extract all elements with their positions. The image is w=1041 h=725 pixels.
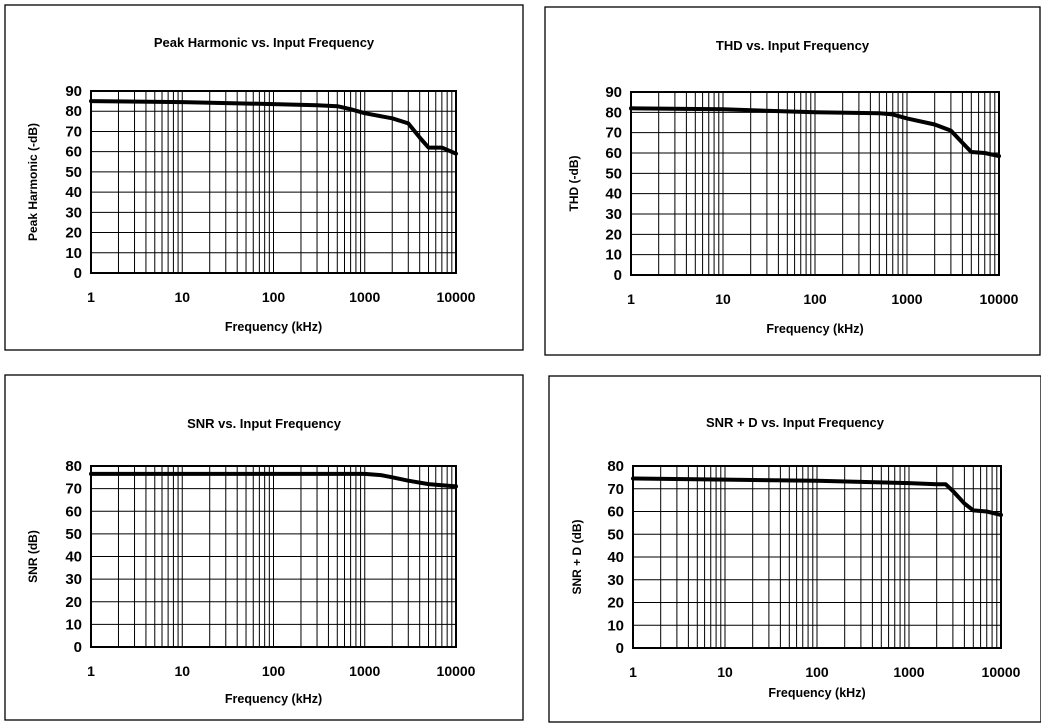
chart-title: THD vs. Input Frequency	[716, 38, 870, 53]
x-tick-label: 1	[629, 664, 637, 680]
x-tick-label: 1000	[893, 664, 924, 680]
y-tick-label: 0	[614, 267, 622, 284]
y-axis-label: SNR + D (dB)	[570, 519, 584, 594]
y-tick-label: 30	[65, 571, 82, 588]
x-tick-label: 1000	[891, 291, 922, 307]
x-axis-label: Frequency (kHz)	[225, 692, 322, 706]
x-tick-label: 10	[174, 289, 190, 305]
chart-title: Peak Harmonic vs. Input Frequency	[154, 35, 375, 50]
y-tick-label: 10	[65, 245, 82, 262]
y-tick-label: 70	[605, 125, 622, 142]
y-tick-label: 10	[65, 616, 82, 633]
y-tick-label: 80	[65, 103, 82, 120]
y-tick-label: 0	[616, 640, 624, 657]
x-tick-label: 1	[87, 663, 95, 679]
y-tick-label: 80	[65, 458, 82, 475]
y-tick-label: 60	[605, 145, 622, 162]
x-tick-label: 10000	[982, 664, 1021, 680]
x-tick-label: 100	[262, 663, 286, 679]
chart-title: SNR + D vs. Input Frequency	[706, 415, 885, 430]
x-tick-label: 100	[805, 664, 829, 680]
y-tick-label: 30	[65, 204, 82, 221]
y-tick-label: 60	[65, 144, 82, 161]
y-tick-label: 60	[607, 504, 624, 521]
y-axis-label: THD (-dB)	[567, 156, 581, 212]
y-tick-label: 60	[65, 503, 82, 520]
x-tick-label: 10000	[437, 663, 476, 679]
y-tick-label: 20	[65, 225, 82, 242]
y-axis-label: SNR (dB)	[26, 530, 40, 583]
y-tick-label: 20	[65, 594, 82, 611]
x-tick-label: 1	[627, 291, 635, 307]
y-tick-label: 30	[607, 572, 624, 589]
x-tick-label: 10000	[980, 291, 1019, 307]
chart-4: SNR + D vs. Input Frequency 0 10 20 30 40 50 60…	[549, 376, 1041, 722]
chart-2: THD vs. Input Frequency 0 10 20 30 40 50 60 70 80…	[545, 7, 1040, 355]
y-tick-label: 0	[74, 639, 82, 656]
y-tick-label: 20	[607, 595, 624, 612]
y-tick-label: 0	[74, 265, 82, 282]
x-tick-label: 100	[803, 291, 827, 307]
y-tick-label: 40	[65, 549, 82, 566]
y-tick-label: 30	[605, 206, 622, 223]
chart-1: Peak Harmonic vs. Input Frequency 0 10 20 30…	[5, 5, 523, 350]
y-axis-label: Peak Harmonic (-dB)	[26, 123, 40, 241]
x-axis-label: Frequency (kHz)	[768, 686, 865, 700]
x-tick-label: 1000	[349, 289, 380, 305]
x-tick-label: 10	[717, 664, 733, 680]
y-tick-label: 70	[65, 123, 82, 140]
y-tick-label: 70	[65, 481, 82, 498]
x-tick-label: 10000	[437, 289, 476, 305]
y-tick-label: 10	[605, 247, 622, 264]
x-tick-label: 1000	[349, 663, 380, 679]
y-tick-label: 80	[605, 104, 622, 121]
y-tick-label: 90	[605, 84, 622, 101]
y-tick-label: 40	[607, 549, 624, 566]
y-tick-label: 50	[605, 165, 622, 182]
y-tick-label: 80	[607, 458, 624, 475]
x-tick-label: 10	[715, 291, 731, 307]
x-tick-label: 1	[87, 289, 95, 305]
chart-title: SNR vs. Input Frequency	[187, 416, 342, 431]
y-tick-label: 50	[65, 164, 82, 181]
y-tick-label: 20	[605, 226, 622, 243]
y-tick-label: 50	[65, 526, 82, 543]
y-tick-label: 40	[65, 184, 82, 201]
y-tick-label: 40	[605, 186, 622, 203]
y-tick-label: 90	[65, 83, 82, 100]
x-axis-label: Frequency (kHz)	[766, 322, 863, 336]
x-tick-label: 100	[262, 289, 286, 305]
y-tick-label: 10	[607, 617, 624, 634]
x-axis-label: Frequency (kHz)	[225, 320, 322, 334]
chart-3: SNR vs. Input Frequency 0 10 20 30 40 50 60 70 80…	[5, 375, 523, 720]
y-tick-label: 70	[607, 481, 624, 498]
y-tick-label: 50	[607, 526, 624, 543]
x-tick-label: 10	[174, 663, 190, 679]
